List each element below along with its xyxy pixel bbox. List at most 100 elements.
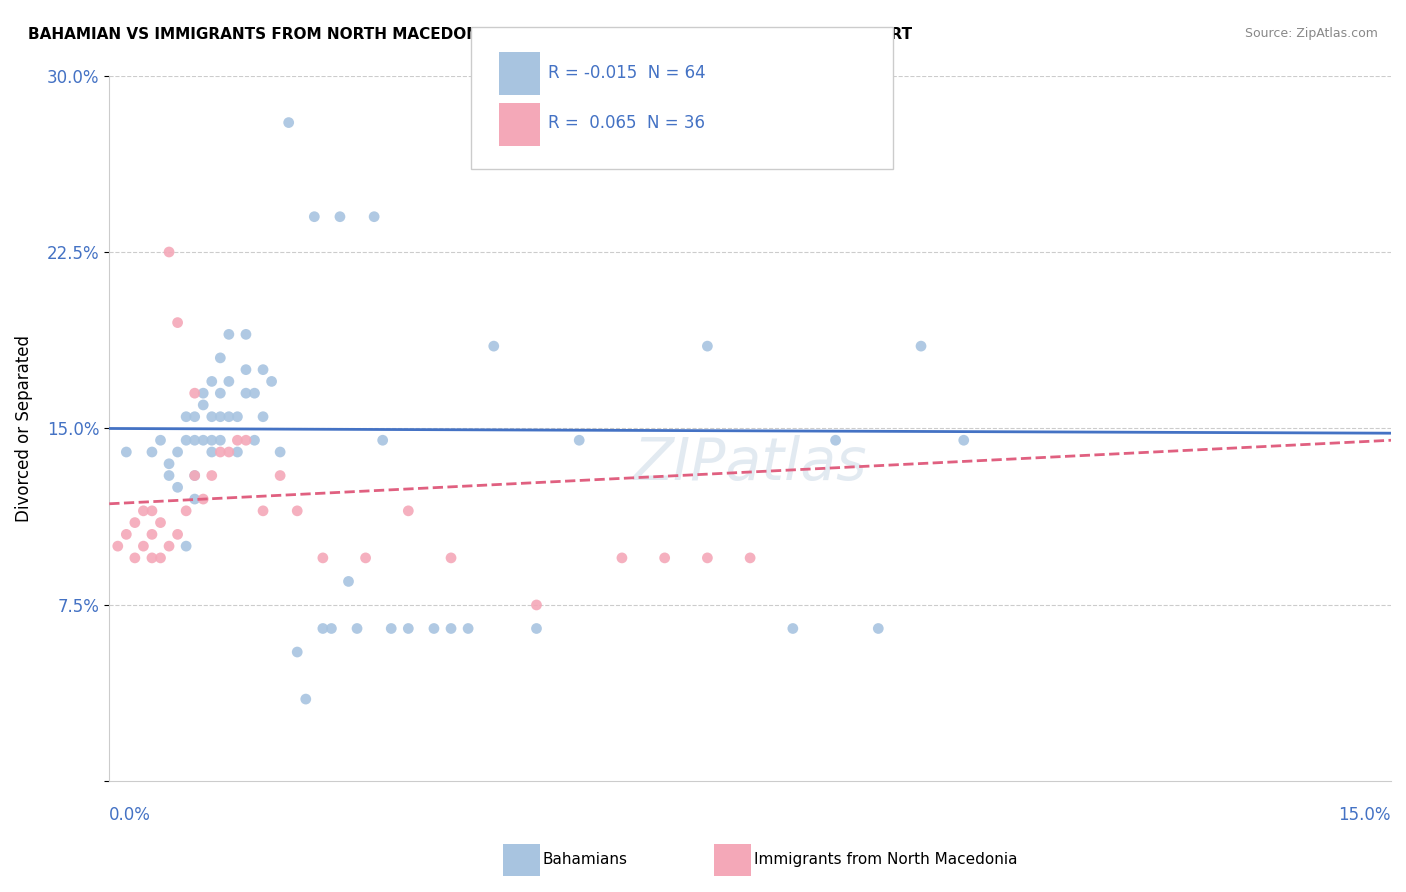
Point (141, 527, 163, 541)
Point (696, 550, 718, 565)
Point (209, 445, 232, 459)
Point (141, 504, 163, 518)
Text: ZIPatlas: ZIPatlas (633, 435, 868, 492)
Point (209, 409, 232, 424)
Point (252, 362, 274, 376)
Point (226, 409, 249, 424)
Point (124, 516, 146, 530)
Point (132, 539, 155, 553)
Text: R = -0.015  N = 64: R = -0.015 N = 64 (548, 64, 706, 82)
Text: R =  0.065  N = 36: R = 0.065 N = 36 (548, 114, 706, 132)
Point (157, 245, 180, 260)
Point (371, 434, 394, 448)
Point (201, 445, 224, 459)
Point (235, 386, 257, 401)
Point (157, 468, 180, 483)
Point (149, 550, 172, 565)
Point (696, 339, 718, 353)
Point (252, 504, 274, 518)
Point (235, 327, 257, 342)
Point (396, 504, 419, 518)
Text: Immigrants from North Macedonia: Immigrants from North Macedonia (754, 853, 1017, 867)
Point (868, 622, 890, 636)
Point (526, 622, 548, 636)
Point (277, 115, 299, 129)
Point (174, 434, 197, 448)
Point (183, 409, 205, 424)
Point (226, 445, 249, 459)
Point (218, 409, 240, 424)
Point (285, 645, 308, 659)
Point (115, 445, 138, 459)
Point (269, 468, 291, 483)
Point (166, 527, 188, 541)
Point (269, 445, 291, 459)
Point (174, 409, 197, 424)
Point (193, 386, 215, 401)
Point (193, 398, 215, 412)
Point (115, 527, 138, 541)
Text: 15.0%: 15.0% (1339, 806, 1391, 824)
Text: BAHAMIAN VS IMMIGRANTS FROM NORTH MACEDONIA DIVORCED OR SEPARATED CORRELATION CH: BAHAMIAN VS IMMIGRANTS FROM NORTH MACEDO… (28, 27, 912, 42)
Point (294, 692, 316, 706)
Point (824, 434, 846, 448)
Point (226, 434, 249, 448)
Point (782, 622, 804, 636)
Point (183, 491, 205, 506)
Point (193, 491, 215, 506)
Point (457, 622, 479, 636)
Point (218, 375, 240, 389)
Point (252, 409, 274, 424)
Point (201, 375, 224, 389)
Point (423, 622, 446, 636)
Point (380, 622, 402, 636)
Point (174, 504, 197, 518)
Point (218, 445, 240, 459)
Point (243, 386, 266, 401)
Point (337, 574, 360, 589)
Point (132, 504, 155, 518)
Point (304, 210, 326, 224)
Point (346, 622, 368, 636)
Point (107, 539, 129, 553)
Point (149, 434, 172, 448)
Point (610, 550, 633, 565)
Point (209, 386, 232, 401)
Point (209, 351, 232, 365)
Point (312, 550, 335, 565)
Point (201, 468, 224, 483)
Point (157, 457, 180, 471)
Point (209, 434, 232, 448)
Point (482, 339, 505, 353)
Point (354, 550, 377, 565)
Point (235, 434, 257, 448)
Point (243, 434, 266, 448)
Point (201, 434, 224, 448)
Point (183, 386, 205, 401)
Point (166, 445, 188, 459)
Point (329, 210, 352, 224)
Point (166, 480, 188, 494)
Point (321, 622, 343, 636)
Point (312, 622, 335, 636)
Point (149, 516, 172, 530)
Point (235, 362, 257, 376)
Point (910, 339, 932, 353)
Y-axis label: Divorced or Separated: Divorced or Separated (15, 335, 32, 522)
Point (174, 539, 197, 553)
Point (193, 434, 215, 448)
Point (396, 622, 419, 636)
Point (218, 327, 240, 342)
Point (260, 375, 283, 389)
Point (183, 468, 205, 483)
Point (654, 550, 676, 565)
Point (157, 539, 180, 553)
Point (183, 468, 205, 483)
Point (363, 210, 385, 224)
Point (568, 434, 591, 448)
Point (183, 434, 205, 448)
Point (141, 550, 163, 565)
Text: 0.0%: 0.0% (110, 806, 150, 824)
Point (526, 598, 548, 612)
Point (141, 445, 163, 459)
